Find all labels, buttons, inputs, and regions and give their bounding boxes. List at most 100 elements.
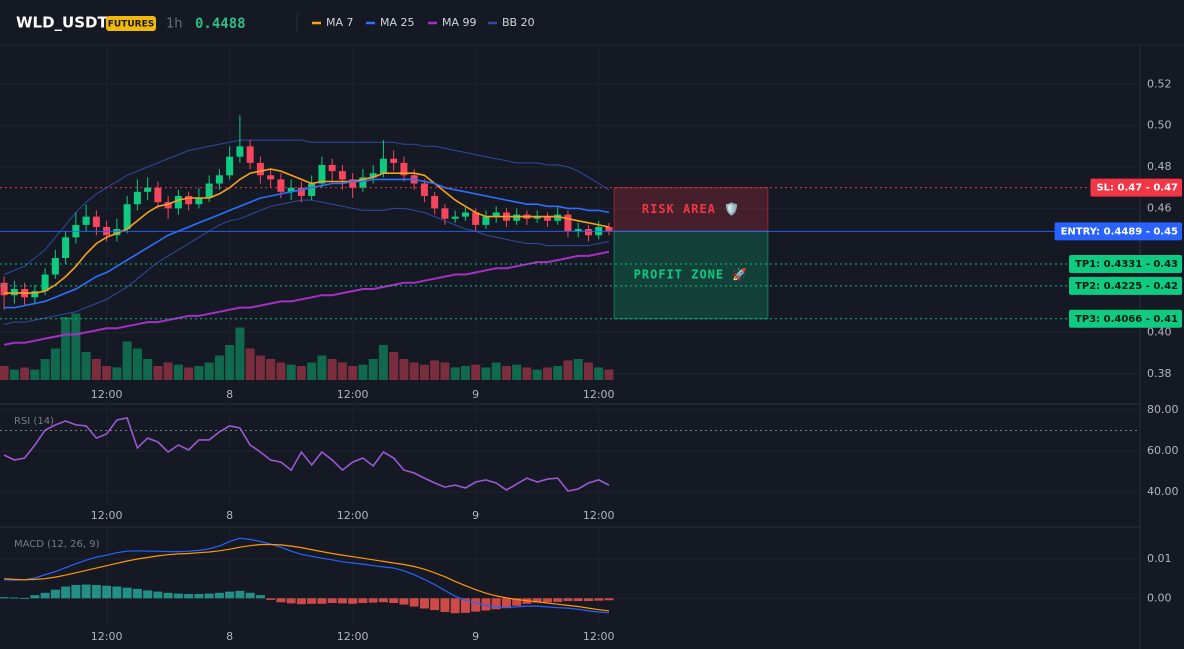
- volume-bar: [583, 362, 593, 380]
- candle-body: [154, 187, 162, 203]
- x-tick-label: 12:00: [337, 630, 369, 643]
- y-tick-label: 0.01: [1147, 552, 1172, 565]
- bb-lower: [4, 199, 610, 325]
- volume-bar: [9, 369, 19, 380]
- volume-bar: [102, 366, 112, 380]
- candle-body: [246, 146, 254, 163]
- volume-bar: [40, 359, 50, 380]
- candle-body: [0, 282, 8, 296]
- ma-line: [4, 178, 610, 309]
- volume-bar: [204, 362, 214, 380]
- volume-bar: [358, 364, 368, 380]
- level-tag-label: TP2: 0.4225 - 0.42: [1075, 281, 1178, 292]
- histogram-bar: [368, 598, 378, 603]
- candle-body: [256, 162, 264, 176]
- histogram-bar: [358, 598, 368, 604]
- histogram-bar: [194, 593, 204, 599]
- histogram-bar: [173, 593, 183, 599]
- level-tag-label: ENTRY: 0.4489 - 0.45: [1061, 226, 1178, 237]
- y-tick-label: 0.48: [1147, 160, 1172, 173]
- volume-bar: [307, 362, 317, 380]
- volume-bar: [214, 355, 224, 380]
- candle-body: [318, 164, 326, 184]
- candle-body: [441, 208, 449, 219]
- histogram-bar: [296, 598, 306, 605]
- candle-body: [215, 175, 223, 184]
- candle-body: [533, 216, 541, 219]
- badge: FUTURES: [108, 20, 154, 30]
- legend-label: BB 20: [502, 16, 535, 29]
- x-tick-label: 9: [472, 630, 479, 643]
- volume-bar: [471, 364, 481, 380]
- histogram-bar: [112, 586, 122, 599]
- volume-bar: [409, 362, 419, 380]
- pane-title: MACD (12, 26, 9): [14, 539, 100, 550]
- volume-bar: [317, 355, 327, 380]
- y-tick-label: 80.00: [1147, 403, 1179, 416]
- histogram-bar: [153, 591, 163, 599]
- histogram-bar: [204, 593, 214, 599]
- candle-body: [400, 162, 408, 176]
- volume-bar: [430, 360, 440, 380]
- ma-line: [3, 250, 610, 346]
- histogram-bar: [542, 598, 552, 603]
- histogram-bar: [40, 592, 50, 599]
- candle-body: [205, 183, 213, 199]
- histogram-bar: [184, 593, 194, 599]
- volume-bar: [153, 366, 163, 380]
- bb-upper: [3, 139, 610, 275]
- rsi-line: [3, 416, 610, 492]
- histogram-bar: [512, 598, 522, 606]
- y-tick-label: 60.00: [1147, 444, 1179, 457]
- x-tick-label: 8: [226, 630, 233, 643]
- histogram-bar: [399, 598, 409, 605]
- zone-box: [613, 187, 769, 232]
- candle-body: [492, 212, 500, 217]
- candle-body: [133, 191, 141, 205]
- x-tick-label: 9: [472, 388, 479, 401]
- candle-body: [144, 187, 152, 192]
- candle-body: [543, 216, 551, 221]
- histogram-bar: [378, 598, 388, 603]
- badge-bg: [106, 16, 156, 31]
- candle-body: [236, 146, 244, 157]
- histogram-bar: [409, 598, 419, 607]
- volume-bar: [286, 364, 296, 380]
- histogram-bar: [61, 586, 71, 599]
- histogram-bar: [132, 588, 142, 599]
- candle-body: [564, 214, 572, 232]
- volume-bar: [501, 366, 511, 380]
- volume-bar: [61, 317, 71, 380]
- macd-line: [4, 537, 610, 614]
- histogram-bar: [594, 598, 604, 601]
- level-tag: ENTRY: 0.4489 - 0.45: [1054, 222, 1183, 241]
- candle-body: [359, 177, 367, 188]
- candle-body: [472, 212, 480, 225]
- candle-body: [369, 173, 377, 178]
- histogram-bar: [532, 598, 542, 603]
- histogram-bar: [471, 598, 481, 612]
- macd-line: [4, 543, 610, 612]
- candle-body: [431, 195, 439, 209]
- candle-body: [174, 195, 182, 209]
- candle-body: [379, 158, 387, 174]
- level-tag: TP1: 0.4331 - 0.43: [1069, 254, 1183, 273]
- y-tick-label: 0.38: [1147, 367, 1172, 380]
- volume-bar: [337, 362, 347, 380]
- volume-bar: [553, 366, 563, 380]
- level-tag: TP2: 0.4225 - 0.42: [1069, 276, 1183, 295]
- candle-body: [574, 229, 582, 232]
- candle-body: [92, 216, 100, 227]
- histogram-bar: [9, 597, 19, 599]
- level-tag-label: TP3: 0.4066 - 0.41: [1075, 314, 1178, 325]
- candle-body: [482, 216, 490, 225]
- candle-body: [461, 212, 469, 217]
- volume-bar: [20, 367, 30, 380]
- candle-body: [584, 229, 592, 236]
- y-tick-label: 0.40: [1147, 325, 1172, 338]
- volume-bar: [542, 367, 552, 380]
- x-tick-label: 12:00: [91, 630, 123, 643]
- volume-bar: [532, 369, 542, 380]
- volume-bar: [276, 362, 286, 380]
